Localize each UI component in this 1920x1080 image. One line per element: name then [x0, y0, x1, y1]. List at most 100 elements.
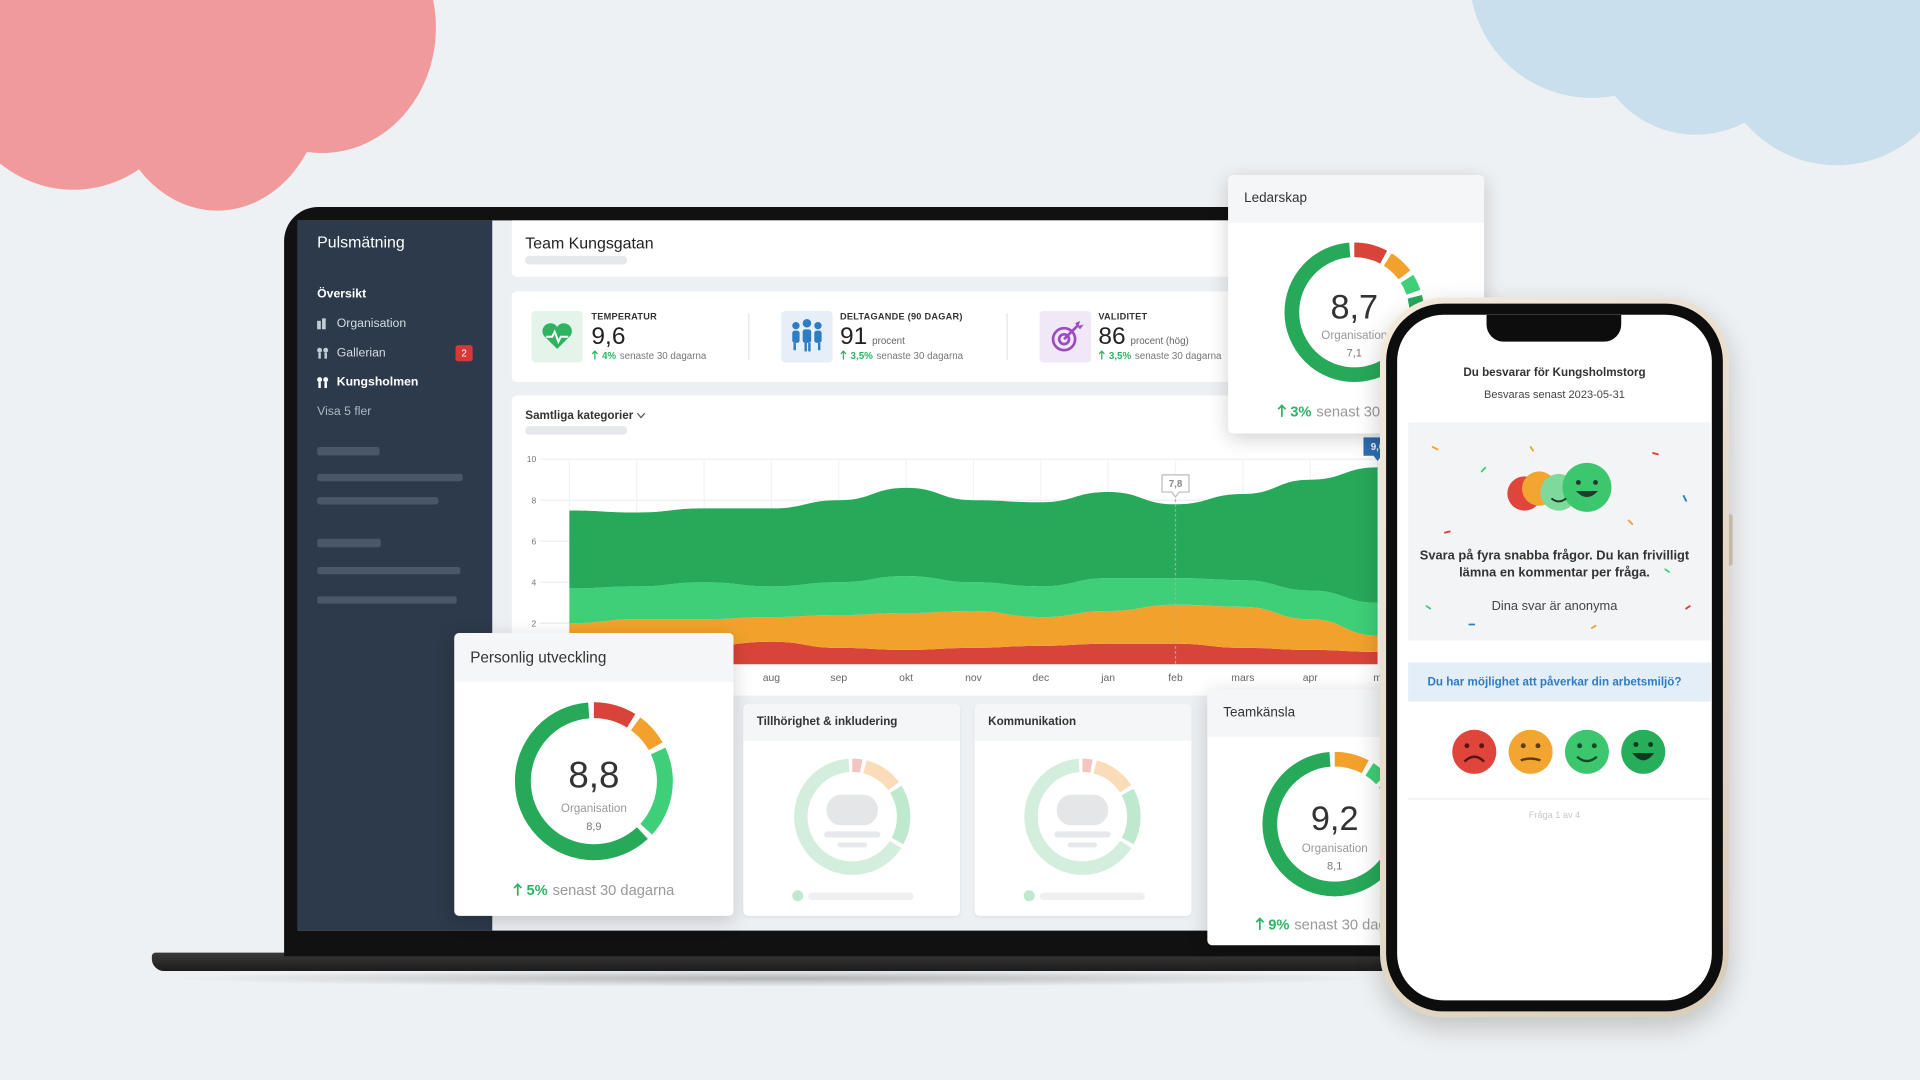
- placeholder: [808, 892, 914, 900]
- kpi-unit: procent (hög): [1130, 335, 1189, 347]
- donut-segment: [1262, 751, 1392, 897]
- card-score: 8,8: [568, 755, 620, 796]
- kpi-period: senaste 30 dagarna: [876, 350, 964, 362]
- donut-segment: [514, 702, 673, 861]
- area-series: [569, 576, 1378, 636]
- placeholder: [317, 497, 439, 505]
- deadline: Besvaras senast 2023-05-31: [1484, 388, 1625, 401]
- kpi-label: VALIDITET: [1098, 311, 1148, 323]
- arrow-shape: [591, 350, 598, 360]
- category-card: Teamkänsla 9,2 Organisation 8,1 9% senast 30 …: [1207, 689, 1392, 946]
- org-label: Organisation: [560, 802, 627, 816]
- kpi-icon: [1039, 311, 1092, 363]
- up-arrow: [1098, 350, 1105, 360]
- progress: Fråga 1 av 4: [1528, 809, 1581, 821]
- donut-segment: [794, 758, 911, 875]
- arrow-shape: [840, 350, 847, 360]
- placeholder: [317, 538, 381, 548]
- face-very-sad[interactable]: [1452, 729, 1497, 774]
- arrow-shape: [1277, 404, 1287, 417]
- card-header: [974, 704, 1192, 741]
- up-arrow: [840, 350, 847, 360]
- placeholder: [525, 426, 627, 435]
- card-title: Kommunikation: [988, 715, 1077, 729]
- card-score: 8,7: [1330, 287, 1379, 326]
- card-change-value: 3%: [1290, 402, 1312, 420]
- category-card: Tillhörighet & inkludering: [743, 704, 960, 916]
- placeholder: [824, 831, 881, 838]
- x-tick-label: apr: [1303, 673, 1319, 684]
- respondent: Du besvarar för Kungsholmstorg: [1463, 366, 1646, 380]
- face-neutral[interactable]: [1508, 729, 1553, 774]
- phone-screen: Du besvarar för Kungsholmstorg Besvaras …: [1397, 314, 1712, 1001]
- nav-section[interactable]: Översikt: [317, 287, 367, 302]
- x-tick-label: dec: [1032, 673, 1049, 684]
- card-period: senast 30 dagarna: [552, 881, 675, 899]
- card-title: Tillhörighet & inkludering: [756, 715, 898, 729]
- nav-more[interactable]: Visa 5 fler: [317, 405, 372, 419]
- arrow-shape: [513, 882, 523, 896]
- kpi-period: senaste 30 dagarna: [619, 350, 707, 362]
- nav-item[interactable]: Gallerian: [336, 346, 386, 360]
- y-tick-label: 6: [532, 536, 537, 546]
- placeholder: [317, 566, 461, 575]
- heart-icon: [542, 323, 572, 349]
- donut-segment: [1024, 758, 1141, 875]
- card-change: 9%senast 30 dagarna: [1255, 916, 1391, 933]
- nav-item[interactable]: Organisation: [336, 317, 407, 331]
- x-tick-label: okt: [899, 673, 913, 684]
- kpi-change: 3,5% senaste 30 dagarna: [1098, 350, 1222, 362]
- kpi-value: 86: [1098, 323, 1126, 351]
- up-arrow: [513, 882, 523, 896]
- x-tick-label: feb: [1168, 673, 1183, 684]
- donut-segment: [514, 702, 673, 861]
- donut-segment: [1024, 758, 1141, 875]
- kpi-change-value: 3,5%: [850, 350, 873, 362]
- placeholder: [837, 842, 867, 848]
- divider: [748, 313, 750, 360]
- org-score: 7,1: [1346, 345, 1362, 359]
- x-tick-label: sep: [830, 673, 847, 684]
- org-label: Organisation: [1301, 842, 1368, 857]
- card-change: 5% senast 30 dagarna: [454, 882, 733, 899]
- nav-icon: [317, 318, 326, 330]
- nav-item-active[interactable]: Kungsholmen: [336, 375, 419, 390]
- laptop-base: [151, 952, 1421, 972]
- intro-text: Svara på fyra snabba frågor. Du kan friv…: [1419, 548, 1690, 581]
- card-header: [743, 704, 960, 741]
- kpi-icon: [531, 311, 583, 363]
- placeholder: [1056, 794, 1109, 826]
- arrow-shape: [1098, 350, 1105, 360]
- x-tick-label: aug: [763, 673, 781, 684]
- placeholder: [317, 446, 380, 456]
- divider: [1006, 313, 1008, 360]
- face-very-happy[interactable]: [1621, 729, 1666, 774]
- kpi-icon: [781, 311, 833, 363]
- kpi-period: senaste 30 dagarna: [1134, 350, 1222, 362]
- card-header: [1228, 175, 1485, 223]
- annotation-box: [1161, 474, 1190, 498]
- phone-button: [1726, 514, 1733, 566]
- org-label: Organisation: [1321, 329, 1388, 344]
- placeholder: [1039, 892, 1145, 900]
- chart-filter[interactable]: Samtliga kategorier: [525, 409, 645, 422]
- chevron: [636, 412, 645, 419]
- x-tick-label: m: [1373, 673, 1382, 684]
- kpi-change: 3,5% senaste 30 dagarna: [840, 350, 963, 361]
- y-tick-label: 8: [532, 495, 537, 505]
- donut-segment: [794, 758, 911, 875]
- donut-segment: [1284, 242, 1425, 383]
- kpi-value-row: 86 procent (hög): [1098, 323, 1188, 351]
- question-bar: [1408, 662, 1711, 702]
- confetti: [1425, 446, 1691, 630]
- page-title: Team Kungsgatan: [525, 233, 654, 253]
- face-happy[interactable]: [1564, 729, 1609, 774]
- y-tick-label: 4: [532, 577, 537, 587]
- kpi-change-value: 3,5%: [1108, 350, 1132, 362]
- people-icon: [792, 318, 822, 352]
- card-title: Teamkänsla: [1223, 705, 1296, 720]
- y-tick-label: 2: [532, 618, 537, 628]
